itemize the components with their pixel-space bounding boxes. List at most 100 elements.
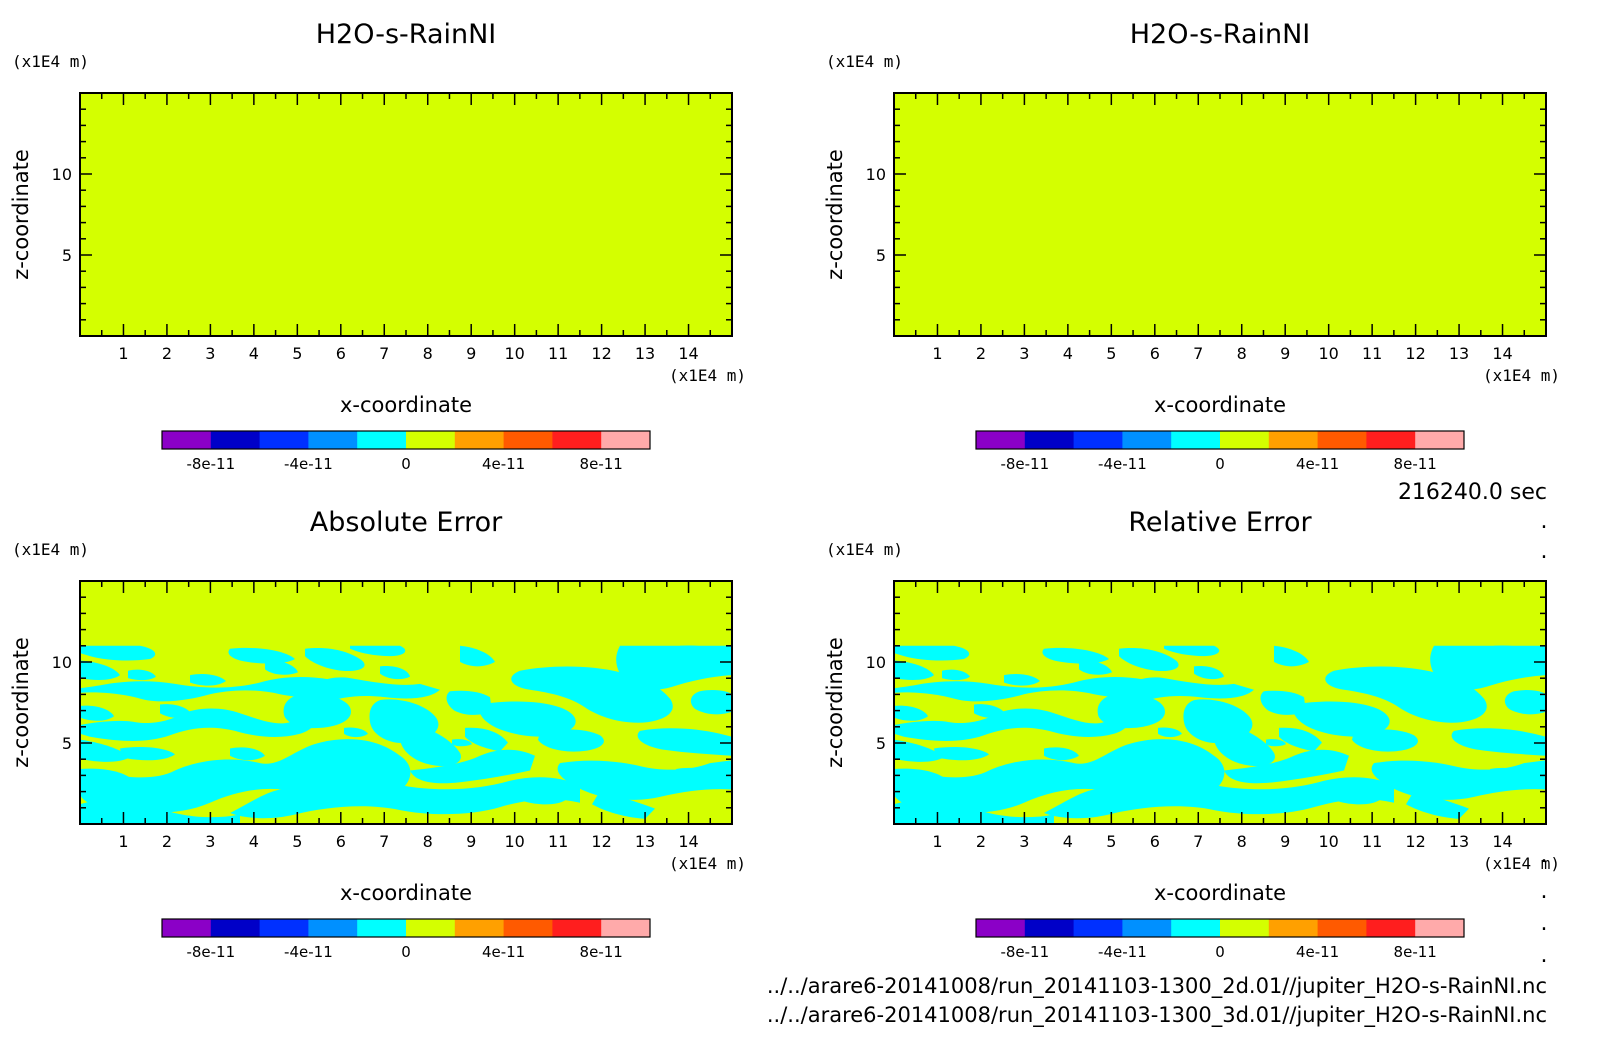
y-tick-label: 10 — [866, 165, 886, 184]
x-tick-label: 7 — [379, 832, 389, 851]
colorbar-tick-label: 0 — [401, 943, 411, 961]
colorbar-swatch — [601, 431, 651, 449]
panel-title: Absolute Error — [310, 507, 503, 538]
x-tick-label: 12 — [591, 832, 611, 851]
y-axis-label: z-coordinate — [9, 149, 33, 280]
panel-title: Relative Error — [1128, 507, 1312, 538]
x-unit-label: (x1E4 m) — [1483, 854, 1560, 873]
colorbar-tick-label: -8e-11 — [186, 943, 235, 961]
colorbar-tick-label: -8e-11 — [1000, 455, 1049, 473]
colorbar-tick-label: 4e-11 — [482, 943, 525, 961]
colorbar-tick-label: 0 — [1215, 455, 1225, 473]
dot-marker-4: . — [1541, 879, 1548, 904]
x-tick-label: 6 — [336, 344, 346, 363]
colorbar-swatch — [976, 919, 1026, 937]
colorbar-swatch — [259, 431, 309, 449]
dot-marker-1: . — [1541, 509, 1548, 534]
file-path-3d: ../../arare6-20141008/run_20141103-1300_… — [767, 1003, 1547, 1028]
y-axis-label: z-coordinate — [823, 637, 847, 768]
colorbar-swatch — [1220, 431, 1270, 449]
colorbar-tick-label: 8e-11 — [580, 455, 623, 473]
colorbar-swatch — [308, 431, 358, 449]
x-tick-label: 10 — [504, 832, 524, 851]
x-tick-label: 3 — [205, 344, 215, 363]
colorbar-swatch — [210, 919, 261, 937]
colorbar-tick-label: 0 — [1215, 943, 1225, 961]
colorbar-swatch — [357, 919, 407, 937]
x-tick-label: 13 — [1449, 344, 1469, 363]
colorbar-swatch — [1220, 919, 1270, 937]
x-tick-label: 6 — [1150, 832, 1160, 851]
y-unit-label: (x1E4 m) — [12, 52, 89, 71]
x-tick-label: 4 — [249, 832, 259, 851]
field-background — [80, 93, 732, 336]
colorbar-frame — [161, 918, 651, 938]
dot-marker-3: . — [1541, 843, 1548, 868]
colorbar-swatch — [1366, 431, 1416, 449]
colorbar-swatch — [308, 919, 358, 937]
colorbar-tick-label: -4e-11 — [284, 943, 333, 961]
x-tick-label: 13 — [1449, 832, 1469, 851]
colorbar-swatch — [454, 919, 505, 937]
panel-title: H2O-s-RainNI — [1130, 19, 1311, 50]
y-tick-label: 5 — [876, 734, 886, 753]
colorbar-swatch — [1171, 919, 1221, 937]
dot-marker-6: . — [1541, 943, 1548, 968]
colorbar-tick-label: -8e-11 — [1000, 943, 1049, 961]
x-tick-label: 7 — [1193, 344, 1203, 363]
x-tick-label: 1 — [118, 832, 128, 851]
dot-marker-5: . — [1541, 911, 1548, 936]
y-tick-label: 10 — [866, 653, 886, 672]
x-tick-label: 11 — [548, 832, 568, 851]
colorbar-swatch — [503, 919, 553, 937]
panel-3: Absolute Error(x1E4 m)1 2 3 4 5 6 7 8 9 10 11 12 13 1… — [9, 507, 746, 961]
colorbar-swatch — [1415, 431, 1465, 449]
colorbar-swatch — [976, 431, 1026, 449]
colorbar-swatch — [162, 431, 212, 449]
panel-2: H2O-s-RainNI(x1E4 m)1 2 3 4 5 6 7 8 9 10 11 12 13 145… — [823, 19, 1560, 473]
y-tick-label: 10 — [52, 653, 72, 672]
x-tick-label: 1 — [932, 832, 942, 851]
colorbar-frame — [975, 430, 1465, 450]
x-tick-label: 2 — [162, 344, 172, 363]
x-tick-label: 5 — [1106, 344, 1116, 363]
x-tick-label: 5 — [1106, 832, 1116, 851]
y-tick-label: 5 — [62, 734, 72, 753]
time-label: 216240.0 sec — [1398, 480, 1547, 505]
x-tick-label: 11 — [1362, 832, 1382, 851]
colorbar-swatch — [1317, 919, 1367, 937]
x-tick-label: 14 — [678, 832, 698, 851]
colorbar-swatch — [1268, 919, 1319, 937]
panel-1: H2O-s-RainNI(x1E4 m)1 2 3 4 5 6 7 8 9 10 11 12 13 145… — [9, 19, 746, 473]
x-tick-label: 12 — [591, 344, 611, 363]
colorbar-frame — [161, 430, 651, 450]
x-tick-label: 2 — [162, 832, 172, 851]
y-tick-label: 10 — [52, 165, 72, 184]
x-tick-label: 4 — [1063, 344, 1073, 363]
x-tick-label: 4 — [249, 344, 259, 363]
y-unit-label: (x1E4 m) — [826, 52, 903, 71]
field-background — [894, 93, 1546, 336]
x-tick-label: 8 — [1237, 832, 1247, 851]
panel-4: Relative Error(x1E4 m)1 2 3 4 5 6 7 8 9 10 11 12 13 1… — [823, 507, 1560, 961]
x-tick-label: 9 — [466, 832, 476, 851]
colorbar-swatch — [406, 919, 456, 937]
x-tick-label: 3 — [1019, 832, 1029, 851]
colorbar-tick-label: 4e-11 — [482, 455, 525, 473]
colorbar-swatch — [210, 431, 261, 449]
x-tick-label: 3 — [205, 832, 215, 851]
colorbar-tick-label: -4e-11 — [284, 455, 333, 473]
colorbar-swatch — [1122, 919, 1172, 937]
colorbar-tick-label: -4e-11 — [1098, 455, 1147, 473]
x-tick-label: 13 — [635, 344, 655, 363]
colorbar-swatch — [503, 431, 553, 449]
x-tick-label: 2 — [976, 832, 986, 851]
colorbar-tick-label: 8e-11 — [580, 943, 623, 961]
x-tick-label: 9 — [1280, 832, 1290, 851]
y-unit-label: (x1E4 m) — [826, 540, 903, 559]
x-tick-label: 9 — [1280, 344, 1290, 363]
x-unit-label: (x1E4 m) — [1483, 366, 1560, 385]
x-tick-label: 13 — [635, 832, 655, 851]
colorbar-swatch — [601, 919, 651, 937]
colorbar-tick-label: 8e-11 — [1394, 455, 1437, 473]
